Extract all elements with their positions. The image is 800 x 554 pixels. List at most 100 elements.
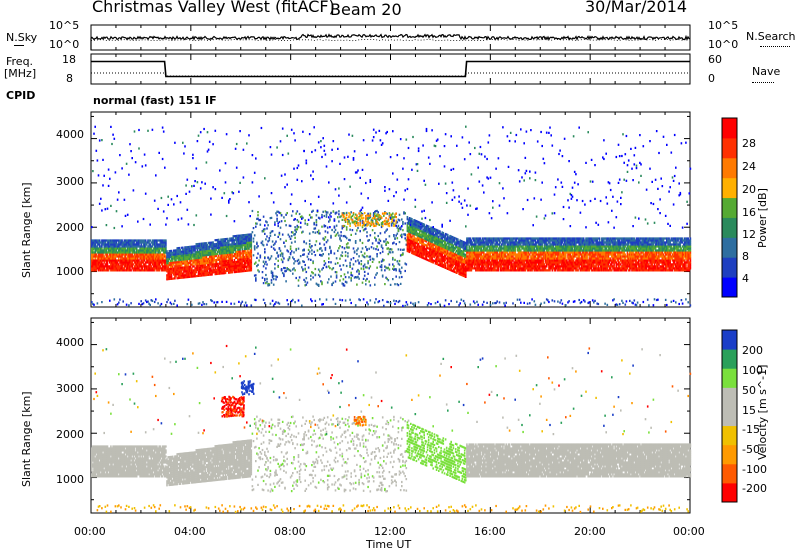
power-cell — [323, 263, 326, 267]
power-cell — [413, 242, 415, 246]
power-cell — [151, 128, 154, 131]
power-cell — [199, 268, 202, 271]
power-cell — [356, 214, 358, 217]
power-cell — [250, 304, 253, 307]
power-cell — [202, 264, 204, 267]
power-cell — [105, 261, 108, 264]
nsearch-label: N.Search — [746, 30, 796, 43]
power-cell — [120, 259, 122, 262]
power-cell — [205, 256, 208, 259]
power-cell — [144, 255, 147, 258]
power-cell — [402, 248, 404, 251]
power-cell — [416, 240, 419, 243]
power-cell — [228, 253, 230, 256]
power-cell — [329, 226, 331, 229]
power-cell — [412, 226, 414, 229]
power-cell — [247, 249, 249, 252]
power-cell — [289, 247, 292, 251]
power-cell — [248, 247, 250, 250]
power-cell — [467, 265, 469, 268]
power-cell — [193, 249, 195, 252]
power-cell — [139, 263, 141, 266]
power-cell — [131, 157, 133, 160]
power-cell — [410, 243, 412, 246]
power-cell — [177, 277, 180, 280]
power-cell — [189, 255, 192, 258]
power-cell — [425, 230, 428, 233]
power-cell — [421, 250, 423, 253]
power-cell — [210, 213, 212, 216]
power-cell — [165, 251, 167, 254]
power-cell — [444, 244, 447, 248]
power-cell — [453, 254, 456, 258]
power-cell — [249, 233, 251, 236]
power-cell — [202, 256, 204, 259]
power-cell — [268, 239, 271, 242]
power-cell — [424, 251, 427, 255]
power-cell — [174, 267, 176, 270]
power-cell — [198, 254, 201, 257]
power-cell — [358, 212, 360, 215]
power-cell — [103, 239, 105, 242]
power-cell — [126, 255, 129, 258]
power-cell — [187, 248, 190, 251]
power-cell — [188, 255, 191, 258]
power-cell — [307, 248, 310, 251]
power-cell — [415, 220, 418, 223]
power-cell — [231, 253, 233, 256]
power-cell — [131, 263, 133, 266]
power-cell — [187, 263, 190, 267]
power-cell — [397, 300, 400, 304]
power-cell — [345, 264, 348, 268]
vel-ytick-1000: 1000 — [56, 473, 84, 486]
power-cell — [285, 239, 287, 242]
power-cell — [120, 251, 122, 254]
power-cell — [231, 247, 233, 250]
power-cell — [115, 267, 118, 270]
power-cell — [229, 257, 231, 260]
power-cell — [160, 257, 163, 260]
power-cell — [161, 263, 164, 266]
power-cell — [197, 252, 200, 256]
power-cell — [142, 263, 145, 266]
power-cell — [333, 219, 336, 222]
power-cell — [432, 251, 434, 254]
power-cell — [125, 245, 128, 248]
power-cell — [250, 247, 253, 250]
power-cell — [237, 236, 239, 239]
power-cell — [119, 261, 121, 264]
power-cell — [113, 263, 116, 266]
power-colorbar-seg — [722, 177, 737, 199]
power-cell — [111, 142, 113, 146]
power-cell — [94, 253, 96, 256]
power-cell — [445, 245, 448, 248]
freq-line — [91, 60, 690, 78]
power-cell — [228, 201, 230, 204]
power-cell — [438, 251, 440, 255]
power-cb-tick: 16 — [742, 206, 756, 219]
power-cell — [466, 239, 468, 242]
power-cell — [435, 262, 438, 265]
power-cell — [164, 243, 166, 246]
power-cell — [157, 263, 159, 266]
power-cell — [468, 265, 470, 268]
power-cell — [221, 248, 223, 251]
power-cell — [177, 275, 180, 278]
power-cell — [444, 256, 447, 260]
power-cell — [395, 268, 397, 271]
power-cell — [339, 298, 341, 301]
power-cell — [189, 247, 192, 250]
power-cell — [125, 267, 128, 270]
power-cell — [216, 268, 219, 271]
power-cell — [196, 247, 199, 250]
power-cell — [188, 267, 191, 270]
power-cell — [406, 227, 409, 231]
power-cell — [453, 266, 456, 269]
power-cell — [179, 252, 182, 255]
power-cell — [124, 243, 127, 246]
power-cell — [240, 244, 242, 247]
power-cell — [224, 181, 227, 184]
power-cell — [292, 231, 294, 234]
power-cell — [112, 239, 114, 242]
power-cell — [114, 259, 117, 262]
